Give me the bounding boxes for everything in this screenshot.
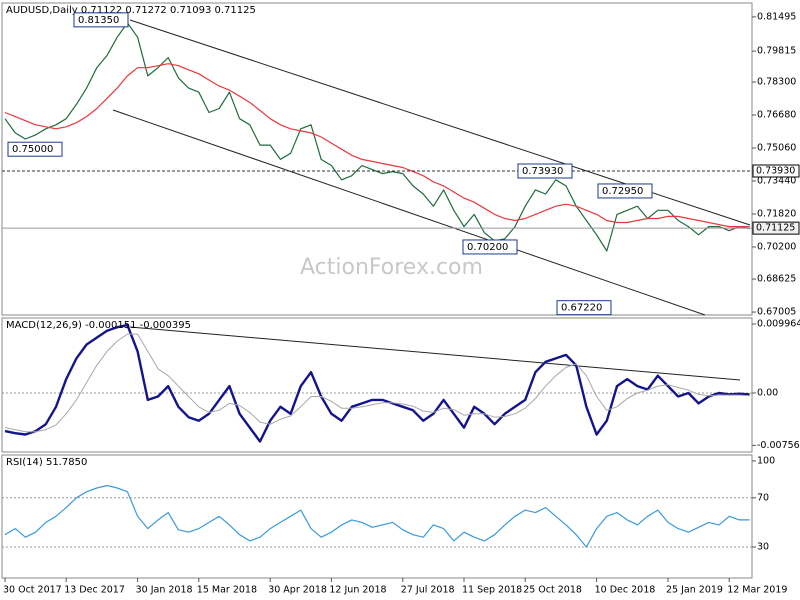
series-line <box>4 484 750 548</box>
watermark: ActionForex.com <box>300 255 483 280</box>
series-line <box>4 333 750 433</box>
y-tick-label: 0.78300 <box>757 76 796 87</box>
x-tick-label: 25 Oct 2018 <box>523 585 582 596</box>
annotation-label: 0.72950 <box>602 186 643 197</box>
price-marker-box <box>752 221 800 235</box>
channel-lower <box>112 109 706 316</box>
series-line <box>4 63 750 228</box>
y-tick-label: 0.70200 <box>757 241 796 252</box>
annotation-box <box>517 163 573 179</box>
y-tick-label: 0.76680 <box>757 109 796 120</box>
y-tick-label: 0.009964 <box>757 318 800 329</box>
y-tick-label: 100 <box>757 455 775 466</box>
annotation-box <box>7 141 63 157</box>
annotation-label: 0.81350 <box>78 15 119 26</box>
y-tick-label: 0.67005 <box>757 307 796 318</box>
price-marker-label: 0.73930 <box>756 165 795 176</box>
annotation-box <box>73 12 129 28</box>
x-tick-label: 30 Jan 2018 <box>136 585 193 596</box>
x-tick-label: 30 Oct 2017 <box>3 585 62 596</box>
price-marker-label: 0.71125 <box>756 223 795 234</box>
rsi-panel <box>1 454 753 579</box>
x-tick-label: 10 Dec 2018 <box>595 585 656 596</box>
price-marker-box <box>752 164 800 178</box>
x-tick-label: 12 Jun 2018 <box>329 585 386 596</box>
x-tick-label: 27 Jul 2018 <box>401 585 455 596</box>
y-tick-label: -0.00756 <box>757 440 800 451</box>
macd-trendline <box>129 326 741 381</box>
y-tick-label: 0.71820 <box>757 208 796 219</box>
y-tick-label: 0.68625 <box>757 274 796 285</box>
y-tick-label: 0.81495 <box>757 11 796 22</box>
annotation-box <box>556 300 612 316</box>
annotation-label: 0.73930 <box>522 166 563 177</box>
annotation-box <box>462 239 518 255</box>
y-tick-label: 30 <box>757 542 769 553</box>
price-panel <box>1 2 753 316</box>
macd-panel <box>1 317 753 453</box>
y-tick-label: 0.79815 <box>757 46 796 57</box>
x-tick-label: 25 Jan 2019 <box>666 585 723 596</box>
annotation-label: 0.75000 <box>12 144 53 155</box>
price-title: AUDUSD,Daily 0.71122 0.71272 0.71093 0.7… <box>6 5 256 16</box>
y-tick-label: 0.75060 <box>757 142 796 153</box>
y-tick-label: 70 <box>757 492 769 503</box>
x-tick-label: 13 Dec 2017 <box>64 585 125 596</box>
y-tick-label: 0.73440 <box>757 175 796 186</box>
macd-title: MACD(12,26,9) -0.000151 -0.000395 <box>6 320 191 331</box>
x-tick-label: 15 Mar 2018 <box>197 585 257 596</box>
y-tick-label: 0.00 <box>757 387 778 398</box>
x-tick-label: 30 Apr 2018 <box>268 585 327 596</box>
annotation-label: 0.70200 <box>467 242 508 253</box>
x-tick-label: 11 Sep 2018 <box>462 585 522 596</box>
series-line <box>4 323 750 443</box>
annotation-box <box>597 183 653 199</box>
series-line <box>4 22 750 252</box>
x-tick-label: 12 Mar 2019 <box>727 585 787 596</box>
annotation-label: 0.67220 <box>561 303 602 314</box>
rsi-title: RSI(14) 51.7850 <box>6 457 87 468</box>
